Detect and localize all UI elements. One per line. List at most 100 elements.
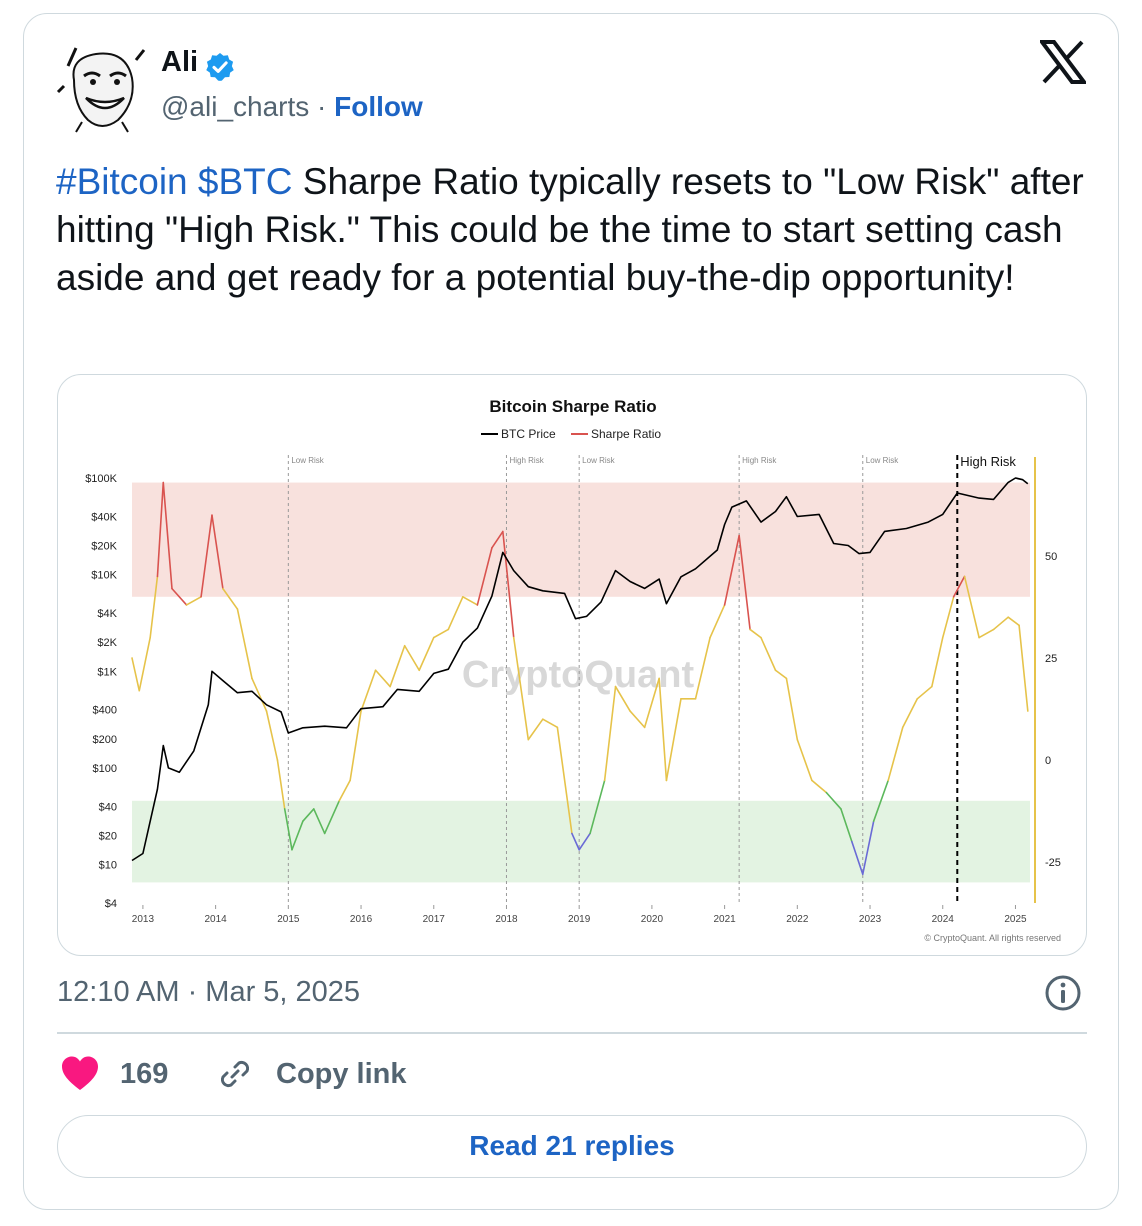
sharpe-ratio-segment — [131, 657, 141, 692]
low-risk-zone — [132, 800, 1030, 883]
sharpe-ratio-segment — [418, 636, 435, 672]
sharpe-ratio-segment — [887, 726, 904, 782]
author-name[interactable]: Ali — [161, 46, 199, 78]
sharpe-ratio-segment — [774, 669, 788, 680]
sharpe-ratio-segment — [963, 575, 980, 639]
sharpe-ratio-segment — [236, 608, 253, 680]
sharpe-ratio-segment — [185, 596, 202, 606]
sharpe-ratio-segment — [491, 530, 504, 549]
sharpe-ratio-segment — [872, 779, 890, 823]
sharpe-ratio-segment — [665, 697, 682, 782]
chart-image[interactable]: CryptoQuant Low Risk High Risk Low Risk Hig… — [57, 374, 1087, 956]
read-replies-button[interactable]: Read 21 replies — [57, 1115, 1087, 1178]
x-logo-icon[interactable] — [1040, 40, 1086, 84]
sharpe-ratio-segment — [578, 832, 591, 851]
annotation-label: Low Risk — [866, 456, 899, 465]
y-left-tick: $4 — [105, 898, 117, 910]
tweet-timestamp[interactable]: 12:10 AM · Mar 5, 2025 — [57, 976, 361, 1008]
y-left-tick: $20 — [99, 830, 117, 842]
cashtag-btc[interactable]: $BTC — [197, 161, 293, 202]
link-icon[interactable] — [216, 1055, 254, 1093]
sharpe-ratio-segment — [709, 604, 726, 639]
x-tick-label: 2021 — [713, 914, 736, 925]
x-tick-label: 2019 — [568, 914, 591, 925]
sharpe-ratio-segment — [825, 791, 842, 810]
sharpe-ratio-segment — [138, 636, 151, 692]
sharpe-ratio-segment — [527, 718, 544, 741]
sharpe-ratio-segment — [149, 575, 159, 639]
sharpe-ratio-segment — [931, 636, 944, 688]
sharpe-ratio-segment — [556, 726, 573, 835]
sharpe-ratio-segment — [542, 718, 559, 729]
sharpe-ratio-segment — [941, 596, 955, 639]
y-left-tick: $200 — [93, 734, 117, 746]
chart-title: Bitcoin Sharpe Ratio — [489, 397, 656, 416]
tweet-text: #Bitcoin $BTC Sharpe Ratio typically res… — [56, 158, 1086, 302]
sharpe-ratio-segment — [1018, 624, 1029, 712]
annotation-label: High Risk — [509, 456, 544, 465]
annotation-label: High Risk — [742, 456, 777, 465]
sharpe-ratio-segment — [629, 710, 646, 729]
sharpe-ratio-segment — [502, 530, 515, 639]
x-tick-label: 2018 — [495, 914, 518, 925]
y-left-tick: $100K — [85, 473, 117, 485]
y-right-tick: 50 — [1045, 551, 1057, 563]
author-handle[interactable]: @ali_charts — [161, 91, 310, 122]
sharpe-ratio-segment — [265, 710, 279, 761]
sharpe-ratio-segment — [200, 514, 213, 598]
y-left-tick: $1K — [97, 666, 117, 678]
sharpe-ratio-chart: CryptoQuant Low Risk High Risk Low Risk Hig… — [85, 397, 1061, 943]
sharpe-ratio-segment — [589, 779, 606, 835]
handle-separator: · — [309, 91, 335, 122]
sharpe-ratio-segment — [349, 710, 362, 782]
sharpe-ratio-segment — [614, 685, 631, 712]
x-tick-label: 2023 — [859, 914, 882, 925]
sharpe-ratio-segment — [338, 779, 351, 802]
x-tick-label: 2017 — [423, 914, 446, 925]
sharpe-ratio-segment — [643, 677, 660, 729]
x-tick-label: 2013 — [132, 914, 155, 925]
like-count[interactable]: 169 — [120, 1058, 169, 1090]
sharpe-ratio-segment — [811, 779, 828, 794]
sharpe-ratio-segment — [901, 697, 919, 729]
sharpe-ratio-segment — [276, 759, 286, 810]
y-right-tick: -25 — [1045, 857, 1061, 869]
x-tick-label: 2015 — [277, 914, 300, 925]
avatar[interactable] — [56, 40, 150, 134]
sharpe-ratio-segment — [512, 636, 530, 741]
y-left-tick: $10K — [91, 570, 117, 582]
sharpe-ratio-segment — [462, 596, 479, 606]
x-tick-label: 2025 — [1004, 914, 1027, 925]
sharpe-ratio-segment — [952, 575, 966, 598]
sharpe-ratio-segment — [171, 587, 188, 606]
sharpe-ratio-segment — [749, 628, 762, 639]
sharpe-ratio-segment — [162, 481, 173, 590]
y-left-tick: $10 — [99, 860, 117, 872]
sharpe-ratio-segment — [432, 628, 450, 639]
info-icon[interactable] — [1044, 974, 1082, 1012]
sharpe-ratio-segment — [851, 840, 864, 876]
annotation-label: Low Risk — [291, 456, 324, 465]
x-tick-label: 2020 — [641, 914, 664, 925]
sharpe-ratio-segment — [861, 820, 875, 876]
divider — [57, 1032, 1087, 1034]
sharpe-ratio-segment — [291, 820, 304, 851]
chart-legend: BTC Price Sharpe Ratio — [481, 427, 661, 441]
verified-badge-icon — [206, 53, 234, 81]
sharpe-ratio-segment — [571, 832, 580, 851]
heart-icon[interactable] — [60, 1054, 100, 1094]
sharpe-ratio-segment — [374, 669, 391, 688]
copy-link-button[interactable]: Copy link — [276, 1058, 407, 1090]
hashtag-bitcoin[interactable]: #Bitcoin — [56, 161, 188, 202]
y-left-tick: $4K — [97, 608, 117, 620]
btc-price-line — [131, 477, 1029, 862]
sharpe-ratio-segment — [916, 685, 933, 700]
follow-button[interactable]: Follow — [334, 91, 423, 122]
y-left-tick: $2K — [97, 637, 117, 649]
sharpe-ratio-segment — [403, 644, 421, 672]
sharpe-ratio-segment — [796, 738, 813, 782]
x-tick-label: 2016 — [350, 914, 373, 925]
sharpe-ratio-segment — [992, 616, 1009, 631]
sharpe-ratio-segment — [251, 677, 268, 712]
high-risk-zone — [132, 482, 1030, 597]
